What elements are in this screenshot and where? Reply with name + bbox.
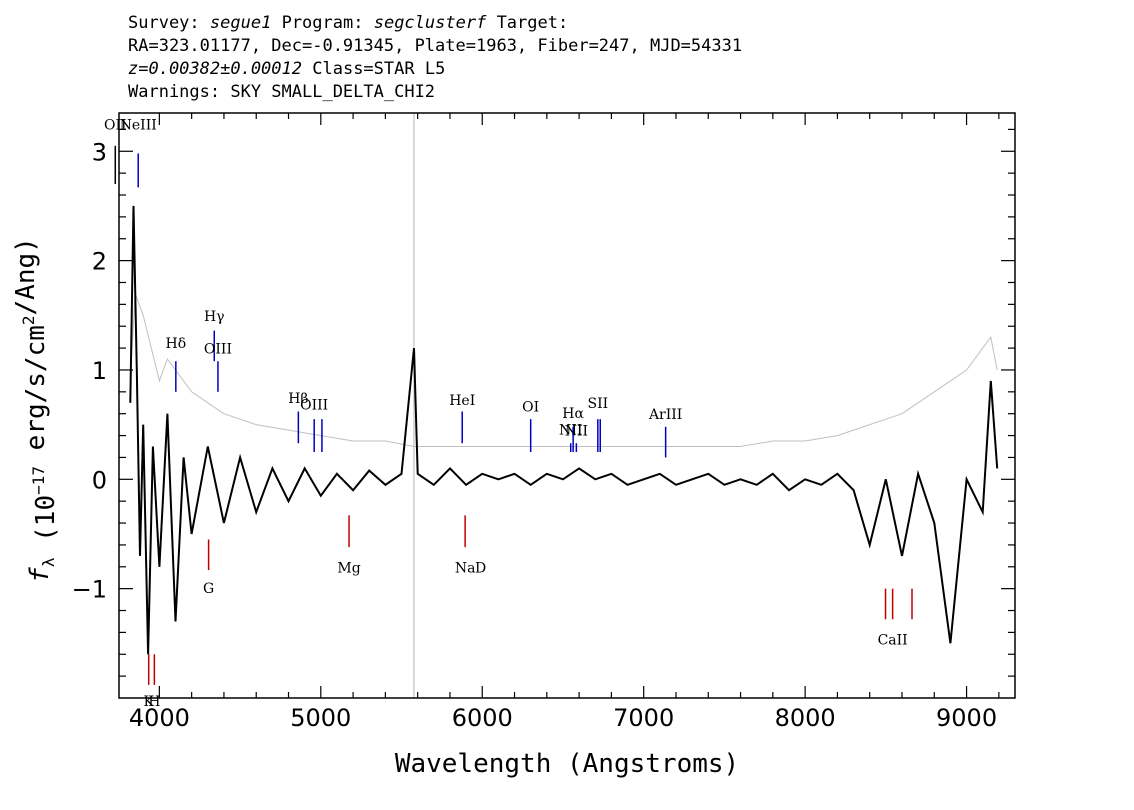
x-axis-title: Wavelength (Angstroms) [395, 749, 739, 779]
emission-line-label: OI [522, 400, 539, 416]
x-tick-label: 8000 [775, 704, 836, 732]
y-tick-label: 1 [92, 357, 107, 385]
x-tick-label: 5000 [290, 704, 351, 732]
x-tick-label: 4000 [129, 704, 190, 732]
y-tick-label: 2 [92, 248, 107, 276]
y-tick-label: −1 [72, 576, 107, 604]
x-tick-label: 7000 [613, 704, 674, 732]
emission-line-label: Hα [562, 406, 584, 422]
absorption-line-label: Na [455, 560, 476, 576]
emission-line-label: NII [559, 422, 582, 438]
class-value: Class=STAR L5 [312, 59, 446, 79]
header-line-survey: Survey: segue1 Program: segclusterf Targ… [128, 12, 742, 35]
survey-label: Survey: [128, 13, 200, 33]
emission-line-label: ArIII [648, 407, 682, 423]
emission-line-label: OIII [300, 397, 328, 413]
flux-series-line [129, 205, 999, 655]
survey-value: segue1 [209, 13, 272, 33]
emission-line-label: SII [588, 396, 609, 412]
y-tick-label: 3 [92, 138, 107, 166]
absorption-line-label: Mg [337, 560, 360, 576]
x-tick-label: 9000 [936, 704, 997, 732]
y-tick-label: 0 [92, 466, 107, 494]
absorption-line-label: G [203, 581, 214, 597]
series-layer [129, 113, 999, 698]
emission-line-label: OIII [204, 342, 232, 358]
program-label: Program: [281, 13, 364, 33]
x-tick-label: 6000 [452, 704, 513, 732]
header-line-warnings: Warnings: SKY SMALL_DELTA_CHI2 [128, 82, 436, 102]
emission-line-label: NeIII [120, 117, 157, 133]
absorption-line-label: K [143, 694, 154, 710]
spectrum-header: Survey: segue1 Program: segclusterf Targ… [128, 12, 742, 104]
redshift-value: z=0.00382±0.00012 [128, 59, 302, 79]
absorption-line-label: D [475, 560, 486, 576]
header-line-coords: RA=323.01177, Dec=-0.91345, Plate=1963, … [128, 36, 743, 56]
header-line-redshift: z=0.00382±0.00012 Class=STAR L5 [128, 58, 742, 81]
y-axis-title: fλ (10−17 erg/s/cm2/Ang) [11, 237, 61, 583]
absorption-line-label: CaII [878, 633, 908, 649]
ticks-layer: 4000 5000 6000 7000 8000 9000 −1 0 1 2 3 [72, 113, 1015, 732]
plot-frame [118, 112, 1016, 699]
emission-line-label: HeI [449, 393, 475, 409]
error-series-line [129, 293, 998, 447]
emission-line-label: Hγ [204, 309, 225, 325]
emission-line-label: Hδ [166, 336, 187, 352]
emission-line-label: NII [565, 424, 588, 440]
target-label: Target: [496, 13, 569, 33]
emission-line-label: Hβ [288, 391, 308, 407]
program-value: segclusterf [373, 13, 487, 33]
